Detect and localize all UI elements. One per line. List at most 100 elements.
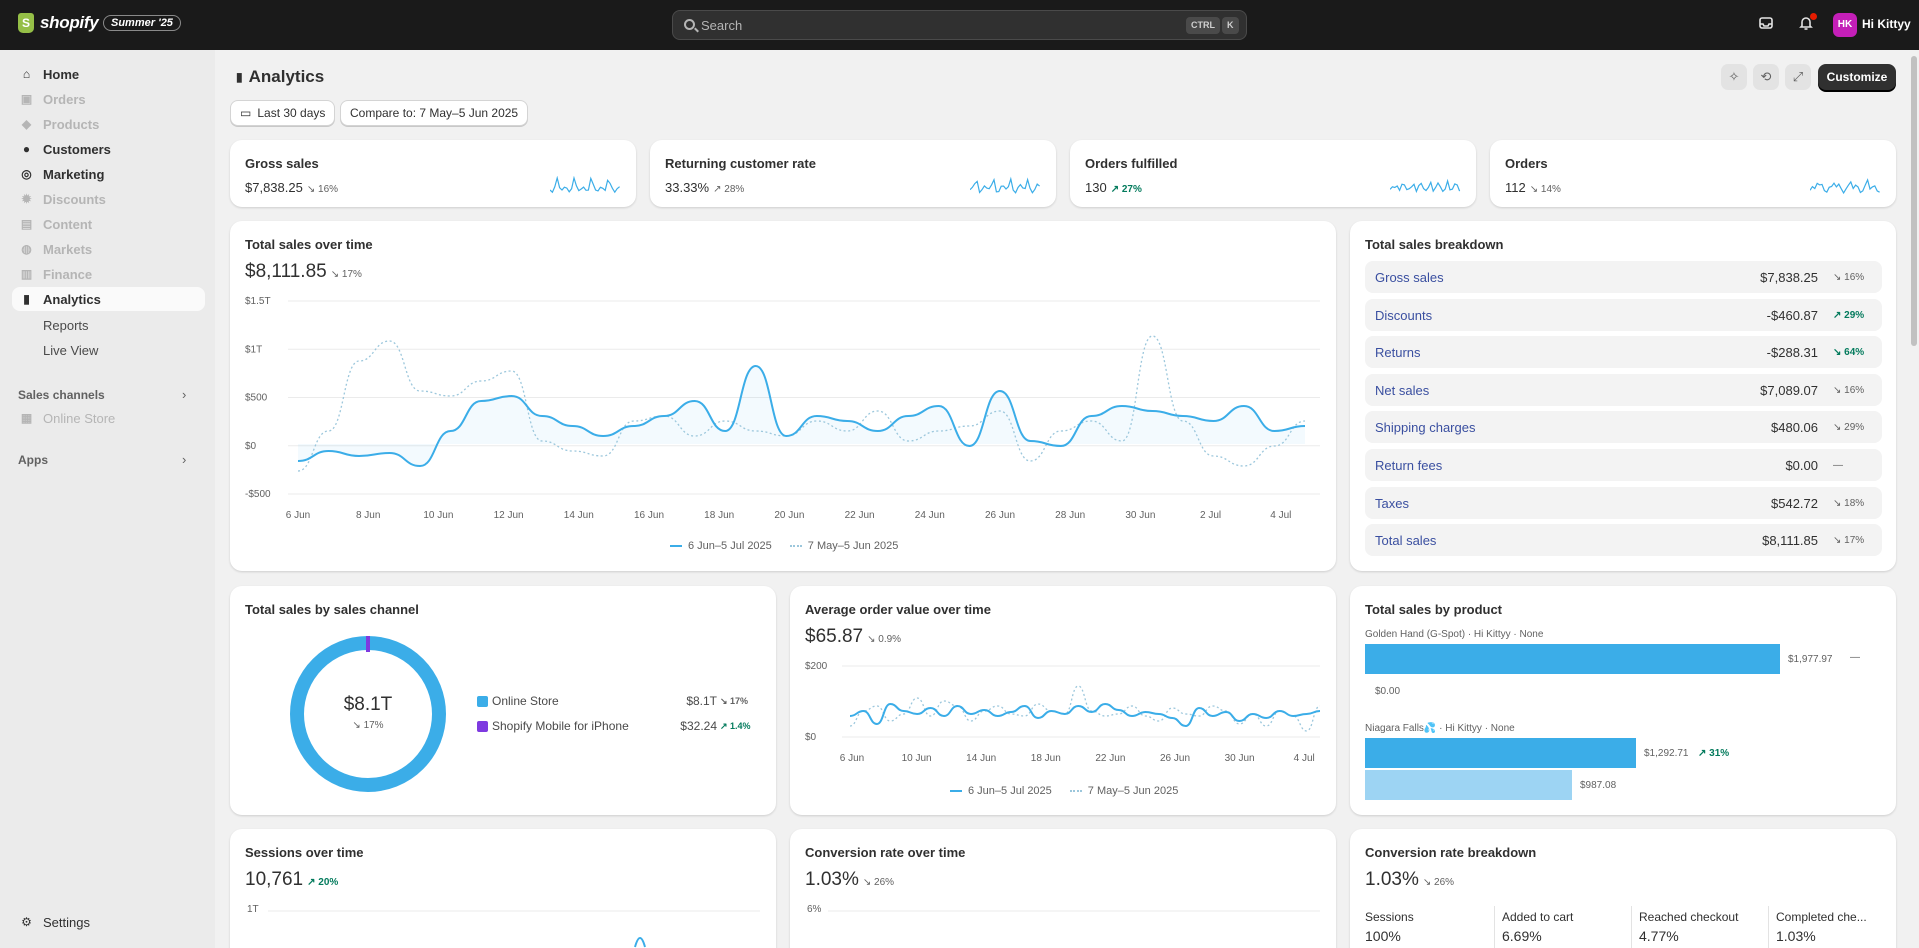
donut-chart bbox=[290, 636, 446, 792]
kpi-card-returning-rate[interactable]: Returning customer rate 33.33% ↗ 28% bbox=[650, 140, 1056, 207]
sidebar-item-marketing[interactable]: ◎ Marketing bbox=[12, 162, 205, 186]
legend-current[interactable]: 6 Jun–5 Jul 2025 bbox=[950, 785, 1052, 797]
breakdown-row[interactable]: Taxes $542.72 ↘ 18% bbox=[1365, 486, 1882, 519]
funnel-step-label: Reached checkout bbox=[1639, 910, 1739, 924]
kpi-card-orders[interactable]: Orders 112 ↘ 14% bbox=[1490, 140, 1896, 207]
card-title: Average order value over time bbox=[805, 602, 991, 617]
breakdown-row[interactable]: Net sales $7,089.07 ↘ 16% bbox=[1365, 373, 1882, 406]
breakdown-row[interactable]: Shipping charges $480.06 ↘ 29% bbox=[1365, 411, 1882, 444]
card-title: Conversion rate over time bbox=[805, 845, 966, 860]
breakdown-label[interactable]: Total sales bbox=[1375, 533, 1437, 549]
breakdown-row[interactable]: Return fees $0.00 — bbox=[1365, 449, 1882, 481]
chart-legend: 6 Jun–5 Jul 2025 7 May–5 Jun 2025 bbox=[950, 785, 1178, 797]
sidebar-item-customers[interactable]: ● Customers bbox=[12, 137, 205, 161]
breakdown-label[interactable]: Net sales bbox=[1375, 382, 1430, 398]
funnel-step-value: 6.69% bbox=[1502, 928, 1542, 944]
inbox-icon[interactable] bbox=[1757, 15, 1775, 33]
date-range-button[interactable]: ▭ Last 30 days bbox=[230, 100, 336, 126]
x-axis-tick: 16 Jun bbox=[634, 510, 664, 521]
sales-breakdown-card: Total sales breakdown Gross sales $7,838.… bbox=[1350, 221, 1896, 571]
conversion-card: Conversion rate over time 1.03% ↘ 26% 6% bbox=[790, 829, 1336, 948]
bell-icon[interactable] bbox=[1797, 15, 1815, 33]
fullscreen-icon[interactable]: ⤢ bbox=[1785, 64, 1811, 90]
legend-previous[interactable]: 7 May–5 Jun 2025 bbox=[1070, 785, 1179, 797]
breakdown-delta: ↘ 16% bbox=[1833, 384, 1865, 396]
product-bar-previous[interactable] bbox=[1365, 770, 1572, 800]
breakdown-label[interactable]: Discounts bbox=[1375, 307, 1433, 323]
person-icon: ● bbox=[22, 141, 31, 156]
sidebar-item-discounts[interactable]: ✹ Discounts bbox=[12, 187, 205, 211]
top-bar: shopify Summer '25 Search CTRL K HK Hi K… bbox=[0, 0, 1919, 50]
kpi-card-gross-sales[interactable]: Gross sales $7,838.25 ↘ 16% bbox=[230, 140, 636, 207]
tag-icon: ◆ bbox=[21, 116, 32, 131]
sidebar-item-products[interactable]: ◆ Products bbox=[12, 112, 205, 136]
legend-swatch bbox=[477, 696, 488, 707]
target-icon: ◎ bbox=[21, 166, 32, 181]
content-icon: ▤ bbox=[20, 216, 33, 231]
x-axis-tick: 14 Jun bbox=[966, 753, 996, 764]
channel-label[interactable]: Shopify Mobile for iPhone bbox=[492, 719, 629, 733]
user-name[interactable]: Hi Kittyy bbox=[1862, 17, 1911, 31]
breakdown-label[interactable]: Return fees bbox=[1375, 458, 1443, 473]
compare-button[interactable]: Compare to: 7 May–5 Jun 2025 bbox=[340, 100, 529, 126]
sidebar-item-home[interactable]: ⌂ Home bbox=[12, 62, 205, 86]
breakdown-label[interactable]: Shipping charges bbox=[1375, 420, 1476, 436]
bar-chart-icon: ▮ bbox=[23, 291, 30, 306]
breakdown-row[interactable]: Gross sales $7,838.25 ↘ 16% bbox=[1365, 261, 1882, 293]
magic-icon[interactable]: ✧ bbox=[1721, 64, 1747, 90]
breakdown-row[interactable]: Discounts -$460.87 ↗ 29% bbox=[1365, 298, 1882, 331]
edition-badge[interactable]: Summer '25 bbox=[103, 15, 181, 31]
search-input[interactable]: Search CTRL K bbox=[672, 10, 1247, 40]
sales-by-product-card: Total sales by product Golden Hand (G-Sp… bbox=[1350, 586, 1896, 815]
scrollbar-thumb[interactable] bbox=[1911, 56, 1917, 346]
sidebar-item-orders[interactable]: ▣ Orders bbox=[12, 87, 205, 111]
chevron-right-icon[interactable]: › bbox=[182, 387, 187, 402]
sidebar-item-finance[interactable]: ▥ Finance bbox=[12, 262, 205, 286]
breakdown-delta: — bbox=[1833, 460, 1843, 471]
apps-heading[interactable]: Apps bbox=[18, 453, 48, 467]
breakdown-label[interactable]: Returns bbox=[1375, 345, 1421, 361]
sparkline bbox=[970, 176, 1040, 194]
legend-current[interactable]: 6 Jun–5 Jul 2025 bbox=[670, 540, 772, 552]
customize-button[interactable]: Customize bbox=[1818, 64, 1896, 90]
channel-label[interactable]: Online Store bbox=[492, 694, 559, 708]
breakdown-row[interactable]: Returns -$288.31 ↘ 64% bbox=[1365, 336, 1882, 369]
conversion-breakdown-value: 1.03% ↘ 26% bbox=[1365, 869, 1455, 890]
sales-channels-heading[interactable]: Sales channels bbox=[18, 388, 105, 402]
legend-previous[interactable]: 7 May–5 Jun 2025 bbox=[790, 540, 899, 552]
shopify-logo[interactable]: shopify bbox=[18, 13, 99, 33]
sidebar-item-analytics[interactable]: ▮ Analytics bbox=[12, 287, 205, 311]
breakdown-label[interactable]: Taxes bbox=[1375, 495, 1409, 511]
donut-slice-mobile[interactable] bbox=[366, 636, 370, 652]
kpi-card-orders-fulfilled[interactable]: Orders fulfilled 130 ↗ 27% bbox=[1070, 140, 1476, 207]
aov-value: $65.87 ↘ 0.9% bbox=[805, 626, 902, 647]
sidebar-item-settings[interactable]: ⚙ Settings bbox=[12, 910, 205, 934]
sidebar-item-label: Orders bbox=[43, 91, 86, 107]
breakdown-row[interactable]: Total sales $8,111.85 ↘ 17% bbox=[1365, 524, 1882, 557]
sidebar-item-online-store[interactable]: ▦ Online Store bbox=[12, 406, 205, 430]
breakdown-value: $7,089.07 bbox=[1760, 382, 1818, 398]
breakdown-delta: ↘ 64% bbox=[1833, 347, 1865, 359]
sidebar-subitem-live-view[interactable]: Live View bbox=[43, 343, 99, 358]
chevron-right-icon[interactable]: › bbox=[182, 452, 187, 467]
aov-chart: $200 $0 6 Jun 10 Jun 14 Jun 18 Jun 22 Jun 26 Ju… bbox=[805, 661, 1321, 764]
analytics-icon: ▮ bbox=[236, 70, 243, 84]
x-axis-tick: 22 Jun bbox=[845, 510, 875, 521]
y-axis-tick: $1.5T bbox=[245, 296, 271, 307]
total-sales-card: Total sales over time $8,111.85 ↘ 17% $1.… bbox=[230, 221, 1336, 571]
x-axis-tick: 28 Jun bbox=[1055, 510, 1085, 521]
avatar[interactable]: HK bbox=[1833, 13, 1857, 37]
sidebar-item-label: Products bbox=[43, 116, 100, 132]
sidebar-subitem-reports[interactable]: Reports bbox=[43, 318, 89, 333]
conversion-chart bbox=[828, 910, 1320, 912]
breakdown-label[interactable]: Gross sales bbox=[1375, 270, 1444, 285]
sidebar-item-markets[interactable]: ◍ Markets bbox=[12, 237, 205, 261]
refresh-icon[interactable]: ⟲ bbox=[1753, 64, 1779, 90]
sidebar-item-content[interactable]: ▤ Content bbox=[12, 212, 205, 236]
x-axis-tick: 14 Jun bbox=[564, 510, 594, 521]
product-bar-current[interactable] bbox=[1365, 738, 1636, 768]
product-bar-current[interactable] bbox=[1365, 644, 1780, 674]
sidebar-item-label: Customers bbox=[43, 141, 111, 157]
scrollbar[interactable] bbox=[1909, 50, 1919, 948]
x-axis-tick: 8 Jun bbox=[356, 510, 380, 521]
